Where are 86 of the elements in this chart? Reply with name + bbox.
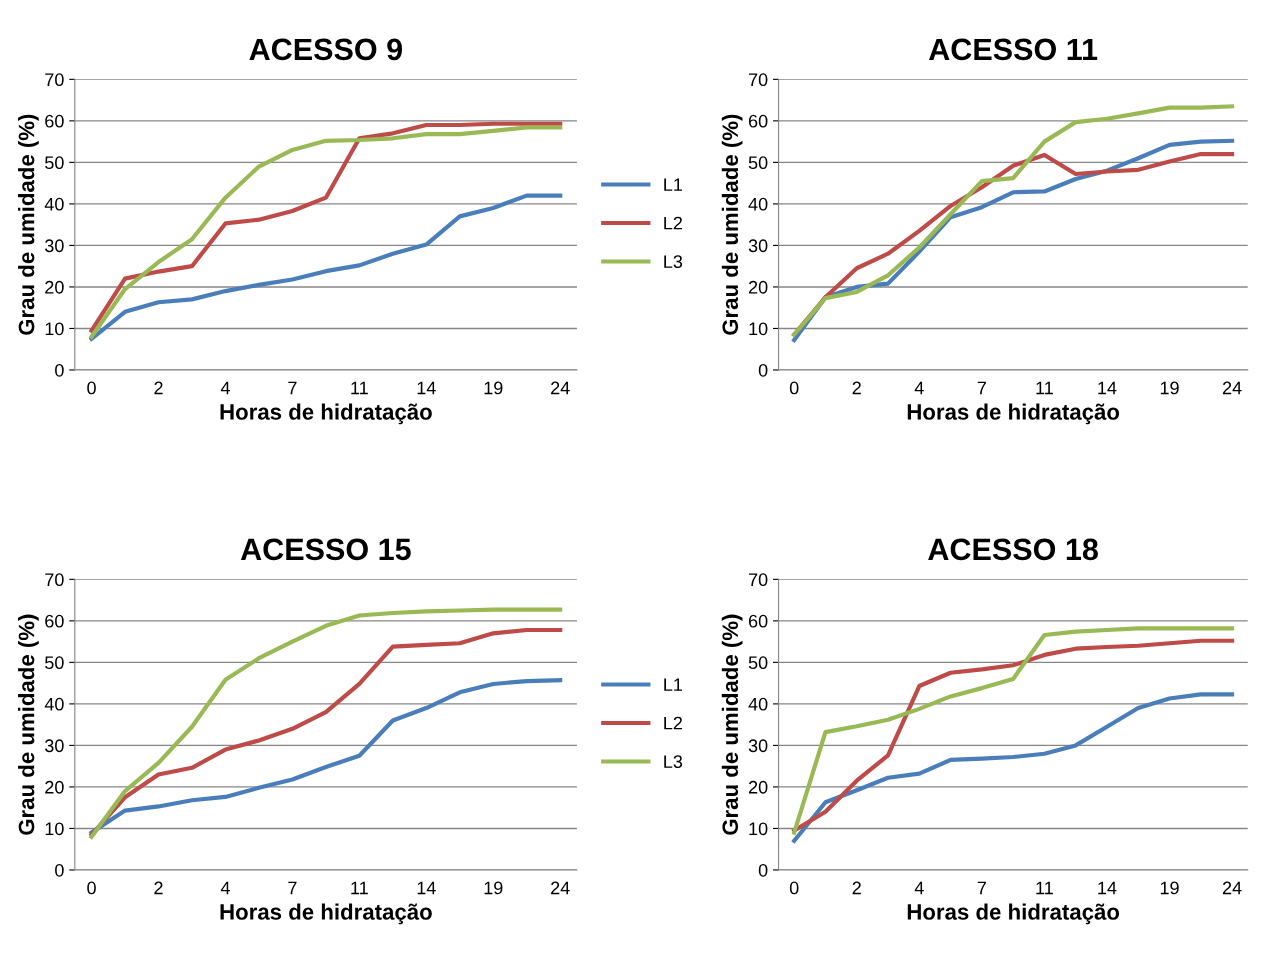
x-tick-label: 24 <box>1222 381 1242 395</box>
x-tick-label: 0 <box>87 381 96 395</box>
x-tick-label: 14 <box>417 381 436 395</box>
y-tick-label: 60 <box>45 614 64 628</box>
x-tick-label: 7 <box>288 881 297 895</box>
x-tick-label: 24 <box>551 381 570 395</box>
y-tick-label: 10 <box>45 322 64 336</box>
y-tick-label: 20 <box>748 780 768 794</box>
y-tick-label: 50 <box>748 156 768 170</box>
x-tick-label: 24 <box>1222 881 1242 895</box>
y-tick-label: 70 <box>45 73 64 87</box>
y-tick-label: 70 <box>748 573 768 587</box>
x-tick-label: 2 <box>852 881 861 895</box>
x-tick-label: 0 <box>789 381 799 395</box>
x-tick-label: 2 <box>154 381 163 395</box>
x-axis-title: Horas de hidratação <box>220 903 432 925</box>
chart-title: ACESSO 9 <box>249 38 402 61</box>
chart-title: ACESSO 18 <box>928 538 1098 561</box>
y-tick-label: 50 <box>45 156 64 170</box>
y-tick-label: 30 <box>45 739 64 753</box>
y-tick-label: 0 <box>758 863 768 877</box>
x-tick-label: 24 <box>551 881 570 895</box>
y-axis-title: Grau de umidade (%) <box>18 114 39 335</box>
x-tick-label: 19 <box>484 381 503 395</box>
x-tick-label: 4 <box>914 381 924 395</box>
line-series <box>89 678 563 835</box>
y-tick-label: 60 <box>45 114 64 128</box>
x-tick-label: 14 <box>1098 881 1117 895</box>
legend-label: L1 <box>664 678 683 691</box>
line-series <box>792 104 1235 337</box>
x-tick-label: 0 <box>87 881 96 895</box>
line-series <box>89 193 563 341</box>
y-tick-label: 10 <box>45 822 64 836</box>
y-tick-label: 40 <box>748 197 768 211</box>
legend-label: L3 <box>664 755 683 768</box>
y-tick-label: 20 <box>45 780 64 794</box>
chart-title: ACESSO 15 <box>240 538 411 561</box>
x-tick-label: 19 <box>1160 881 1179 895</box>
y-tick-label: 70 <box>45 573 64 587</box>
x-tick-label: 2 <box>852 381 861 395</box>
x-tick-label: 19 <box>1160 381 1179 395</box>
y-tick-label: 10 <box>749 822 768 836</box>
legend-label: L1 <box>664 178 683 191</box>
x-tick-label: 2 <box>154 881 163 895</box>
x-tick-label: 11 <box>1036 881 1053 895</box>
y-tick-label: 60 <box>748 114 768 128</box>
y-tick-label: 50 <box>748 656 768 670</box>
y-tick-label: 30 <box>45 239 64 253</box>
line-series <box>792 692 1235 843</box>
y-tick-label: 40 <box>748 697 768 711</box>
y-tick-label: 0 <box>55 863 64 877</box>
legend-label: L3 <box>664 255 683 268</box>
y-axis-title: Grau de umidade (%) <box>721 614 743 835</box>
y-tick-label: 50 <box>45 656 64 670</box>
y-tick-label: 0 <box>758 363 768 377</box>
y-tick-label: 10 <box>749 322 768 336</box>
x-tick-label: 7 <box>977 881 986 895</box>
x-axis-title: Horas de hidratação <box>907 903 1120 925</box>
chart-title: ACESSO 11 <box>928 38 1098 61</box>
x-axis-title: Horas de hidratação <box>220 403 432 425</box>
x-tick-label: 11 <box>351 881 368 895</box>
x-tick-label: 11 <box>351 381 368 395</box>
x-tick-label: 11 <box>1036 381 1053 395</box>
x-tick-label: 4 <box>220 381 230 395</box>
y-tick-label: 40 <box>44 697 64 711</box>
y-tick-label: 40 <box>44 197 64 211</box>
y-tick-label: 70 <box>748 73 768 87</box>
x-tick-label: 7 <box>288 381 297 395</box>
legend-label: L2 <box>664 716 682 730</box>
x-axis-title: Horas de hidratação <box>907 403 1120 425</box>
y-tick-label: 30 <box>748 239 768 253</box>
y-axis-title: Grau de umidade (%) <box>721 114 743 335</box>
y-tick-label: 20 <box>748 280 768 294</box>
x-tick-label: 7 <box>977 381 986 395</box>
x-tick-label: 0 <box>789 881 799 895</box>
y-axis-title: Grau de umidade (%) <box>18 614 39 835</box>
x-tick-label: 4 <box>220 881 230 895</box>
x-tick-label: 14 <box>417 881 436 895</box>
y-tick-label: 20 <box>45 280 64 294</box>
x-tick-label: 14 <box>1098 381 1117 395</box>
y-tick-label: 60 <box>748 614 768 628</box>
y-tick-label: 0 <box>55 363 64 377</box>
x-tick-label: 4 <box>914 881 924 895</box>
x-tick-label: 19 <box>484 881 503 895</box>
legend-label: L2 <box>664 216 682 230</box>
y-tick-label: 30 <box>748 739 768 753</box>
